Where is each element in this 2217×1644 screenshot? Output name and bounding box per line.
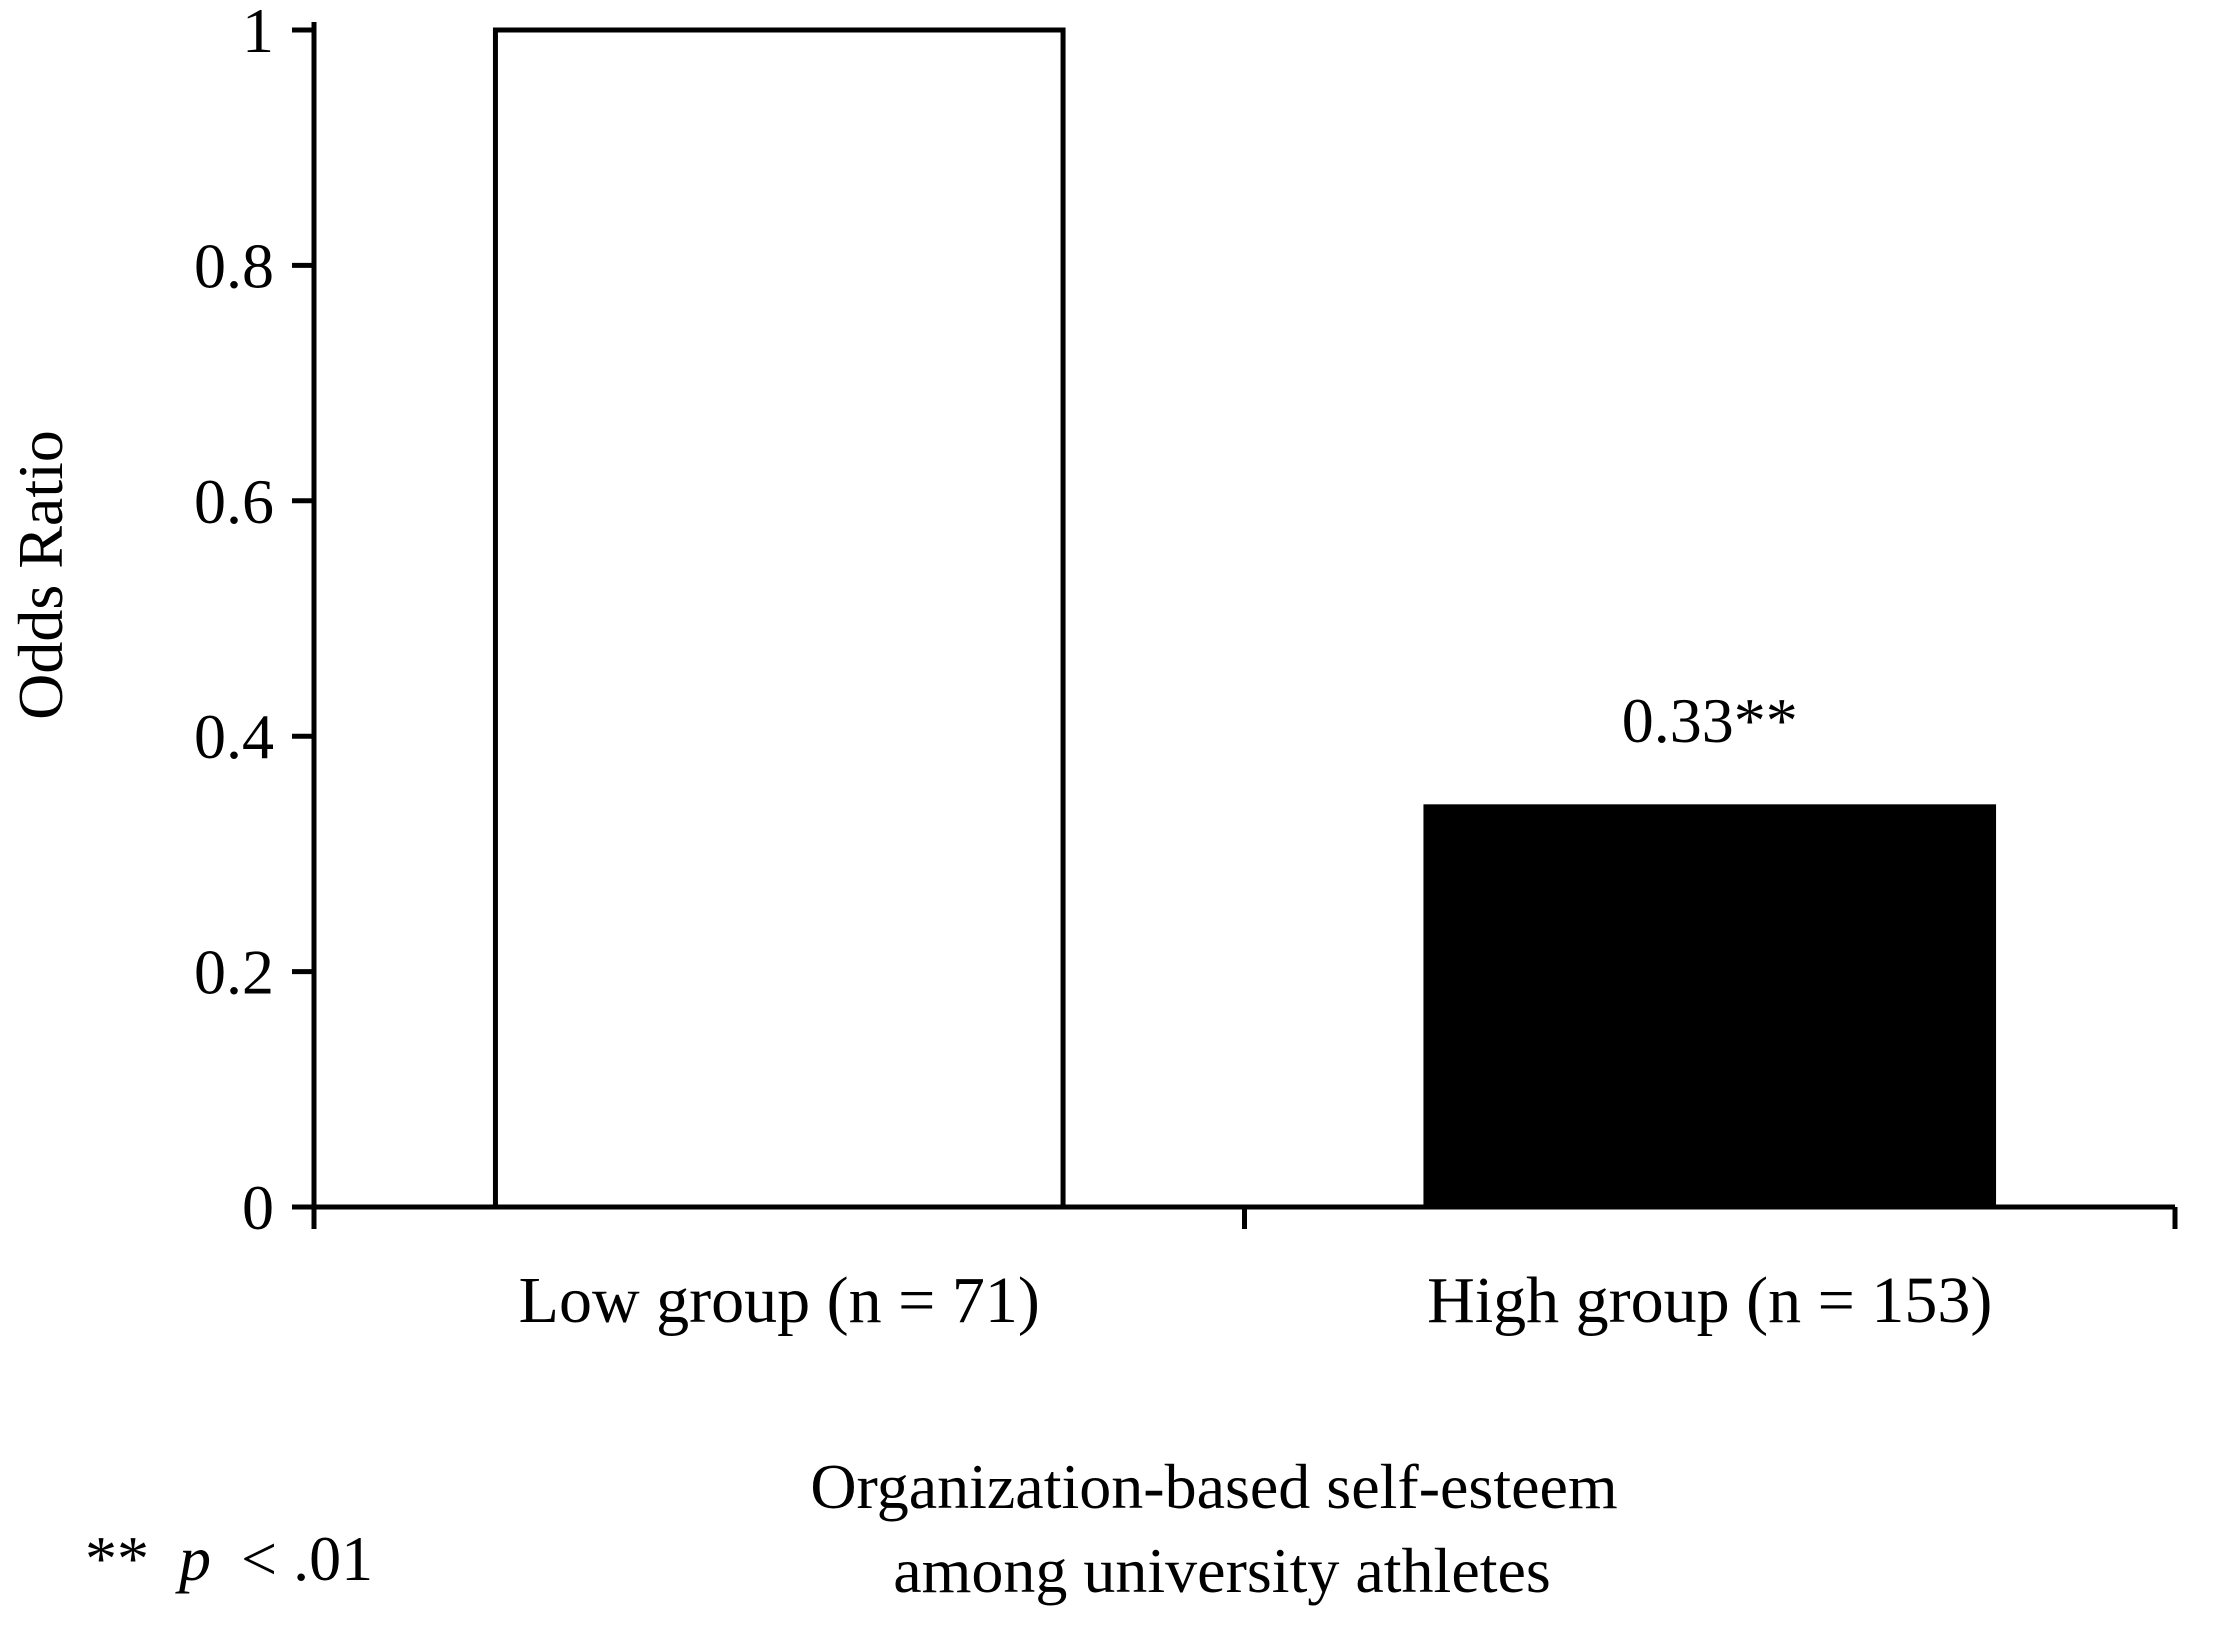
bar-high-group [1423,804,1997,1210]
bar-data-label: 0.33** [1622,685,1798,756]
y-tick-label: 0.6 [194,466,274,537]
bars [492,27,1997,1210]
data-labels: 0.33** [1622,685,1798,756]
x-axis-label-line-2: among university athletes [893,1535,1551,1606]
y-tick-label: 0 [242,1172,274,1243]
y-axis-label: Odds Ratio [5,430,76,720]
y-tick-label: 0.4 [194,701,274,772]
footnote-p-symbol: p [175,1523,211,1594]
significance-footnote: ** p < .01 [85,1523,373,1594]
x-axis-ticks [311,1207,2178,1229]
category-label: Low group (n = 71) [519,1264,1040,1337]
y-tick-label: 1 [242,0,274,66]
category-label: High group (n = 153) [1427,1264,1992,1337]
x-axis-label-line-1: Organization-based self-esteem [810,1451,1617,1522]
footnote-stars: ** [85,1523,149,1594]
bar-low-group [492,27,1066,1210]
y-tick-label: 0.8 [194,230,274,301]
y-axis-ticks: 0 0.2 0.4 0.6 0.8 1 [194,0,314,1243]
x-axis-label: Organization-based self-esteem among uni… [810,1451,1633,1606]
y-tick-label: 0.2 [194,937,274,1008]
category-labels: Low group (n = 71) High group (n = 153) [519,1264,1993,1337]
footnote-threshold: < .01 [241,1523,373,1594]
